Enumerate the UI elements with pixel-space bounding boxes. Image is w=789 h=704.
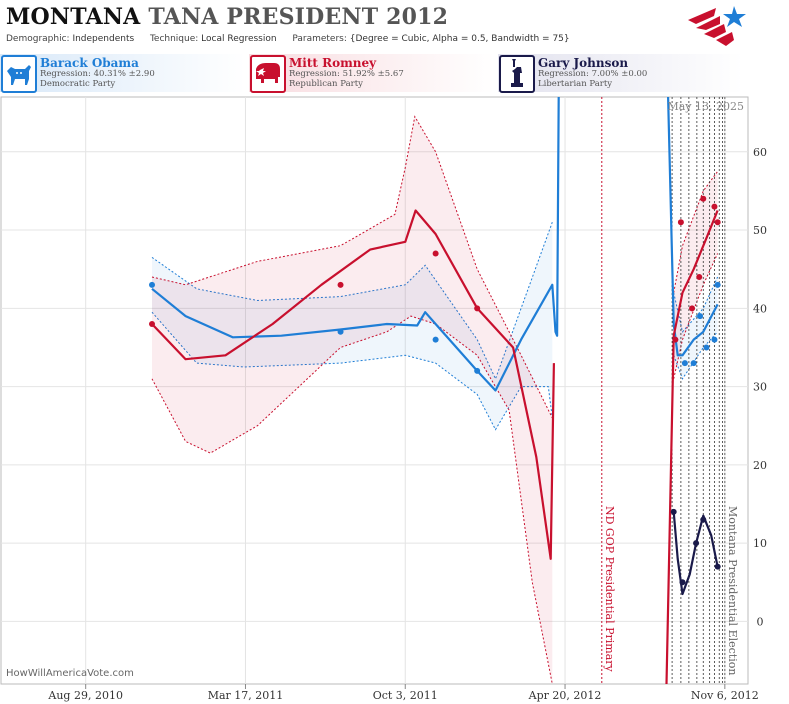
elephant-icon bbox=[250, 55, 286, 93]
y-tick-label: 30 bbox=[753, 381, 767, 394]
poll-point bbox=[474, 367, 481, 374]
poll-point bbox=[711, 336, 718, 343]
regression-chart: ND GOP Presidential Primary Montana Presi… bbox=[0, 96, 767, 702]
technique-value: Local Regression bbox=[201, 34, 277, 44]
candidate-card-johnson[interactable]: Gary Johnson Regression: 7.00% ±0.00 Lib… bbox=[498, 54, 743, 93]
site-brand[interactable]: HowWillAmericaVote.com bbox=[6, 668, 134, 679]
trend-lines bbox=[151, 96, 719, 685]
technique-label: Technique: bbox=[149, 34, 199, 44]
y-tick-label: 20 bbox=[753, 459, 767, 472]
poll-point bbox=[677, 219, 684, 226]
plot-frame bbox=[0, 96, 749, 685]
poll-point bbox=[679, 579, 686, 586]
star-stripes-logo-icon[interactable] bbox=[686, 2, 750, 48]
candidate-party: Libertarian Party bbox=[538, 79, 613, 89]
demographic-label: Demographic: bbox=[6, 34, 70, 44]
page-title: MONTANA TANA PRESIDENT 2012 bbox=[6, 4, 448, 30]
event-label: Montana Presidential Election bbox=[726, 506, 739, 675]
trend-line bbox=[151, 96, 560, 392]
x-tick-label: Apr 20, 2012 bbox=[528, 689, 602, 702]
x-tick-label: Mar 17, 2011 bbox=[208, 689, 284, 702]
page-header: MONTANA TANA PRESIDENT 2012 Demographic:… bbox=[0, 0, 789, 50]
candidate-regression: Regression: 7.00% ±0.00 bbox=[538, 69, 648, 79]
y-tick-label: 60 bbox=[753, 146, 767, 159]
band-lower-edge bbox=[673, 331, 718, 380]
date-stamp: May 13, 2025 bbox=[667, 100, 744, 113]
poll-points bbox=[148, 195, 721, 586]
confidence-band bbox=[152, 222, 553, 430]
y-tick-label: 10 bbox=[753, 537, 767, 550]
title-state: MONTANA bbox=[6, 4, 141, 30]
candidate-party: Democratic Party bbox=[40, 79, 116, 89]
poll-point bbox=[148, 281, 155, 288]
poll-point bbox=[714, 219, 721, 226]
candidate-card-obama[interactable]: Barack Obama Regression: 40.31% ±2.90 De… bbox=[0, 54, 245, 93]
poll-point bbox=[432, 250, 439, 257]
parameters-value: {Degree = Cubic, Alpha = 0.5, Bandwidth … bbox=[349, 34, 570, 44]
poll-point bbox=[681, 360, 688, 367]
y-tick-label: 0 bbox=[757, 615, 764, 628]
candidate-party: Republican Party bbox=[289, 79, 363, 89]
liberty-statue-icon bbox=[499, 55, 535, 93]
event-markers: ND GOP Presidential Primary Montana Presi… bbox=[601, 97, 739, 684]
candidate-name: Barack Obama bbox=[40, 56, 139, 70]
poll-point bbox=[696, 274, 703, 281]
title-race: TANA PRESIDENT 2012 bbox=[148, 4, 449, 30]
poll-point bbox=[700, 195, 707, 202]
poll-point bbox=[474, 305, 481, 312]
poll-point bbox=[670, 508, 677, 515]
parameters-line: Demographic: Independents Technique: Loc… bbox=[6, 34, 570, 44]
axis-ticks: 0 10 20 30 40 50 60 Aug 29, 2010 Mar 17, 2011 Oct… bbox=[47, 146, 767, 702]
candidate-legend: Barack Obama Regression: 40.31% ±2.90 De… bbox=[0, 54, 789, 96]
band-lower-edge bbox=[673, 253, 719, 379]
poll-point bbox=[703, 344, 710, 351]
poll-point bbox=[690, 360, 697, 367]
poll-point bbox=[337, 281, 344, 288]
candidate-card-romney[interactable]: Mitt Romney Regression: 51.92% ±5.67 Rep… bbox=[249, 54, 494, 93]
poll-point bbox=[711, 203, 718, 210]
x-tick-label: Oct 3, 2011 bbox=[373, 689, 438, 702]
poll-point bbox=[693, 540, 700, 547]
poll-point bbox=[672, 336, 679, 343]
poll-point bbox=[700, 516, 707, 523]
demographic-value: Independents bbox=[72, 34, 135, 44]
trend-line bbox=[665, 210, 719, 685]
poll-point bbox=[148, 320, 155, 327]
candidate-regression: Regression: 40.31% ±2.90 bbox=[40, 69, 155, 79]
poll-point bbox=[714, 281, 721, 288]
x-tick-label: Nov 6, 2012 bbox=[691, 689, 759, 702]
poll-point bbox=[337, 328, 344, 335]
band-upper-edge bbox=[151, 115, 553, 419]
poll-point bbox=[689, 305, 696, 312]
candidate-name: Mitt Romney bbox=[289, 56, 377, 70]
y-tick-label: 40 bbox=[753, 302, 767, 315]
poll-point bbox=[714, 563, 721, 570]
poll-point bbox=[697, 313, 704, 320]
confidence-band bbox=[152, 116, 553, 685]
trend-line bbox=[667, 96, 719, 357]
band-lower-edge bbox=[151, 311, 553, 431]
donkey-icon bbox=[1, 55, 37, 93]
confidence-band bbox=[673, 171, 718, 379]
event-label: ND GOP Presidential Primary bbox=[603, 506, 616, 673]
band-upper-edge bbox=[673, 171, 719, 293]
poll-point bbox=[432, 336, 439, 343]
x-tick-label: Aug 29, 2010 bbox=[47, 689, 123, 702]
trend-line bbox=[672, 511, 719, 596]
band-lower-edge bbox=[151, 315, 553, 685]
candidate-name: Gary Johnson bbox=[538, 56, 629, 70]
parameters-label: Parameters: bbox=[292, 34, 347, 44]
candidate-regression: Regression: 51.92% ±5.67 bbox=[289, 69, 404, 79]
y-tick-label: 50 bbox=[753, 224, 767, 237]
trend-line bbox=[151, 209, 555, 560]
